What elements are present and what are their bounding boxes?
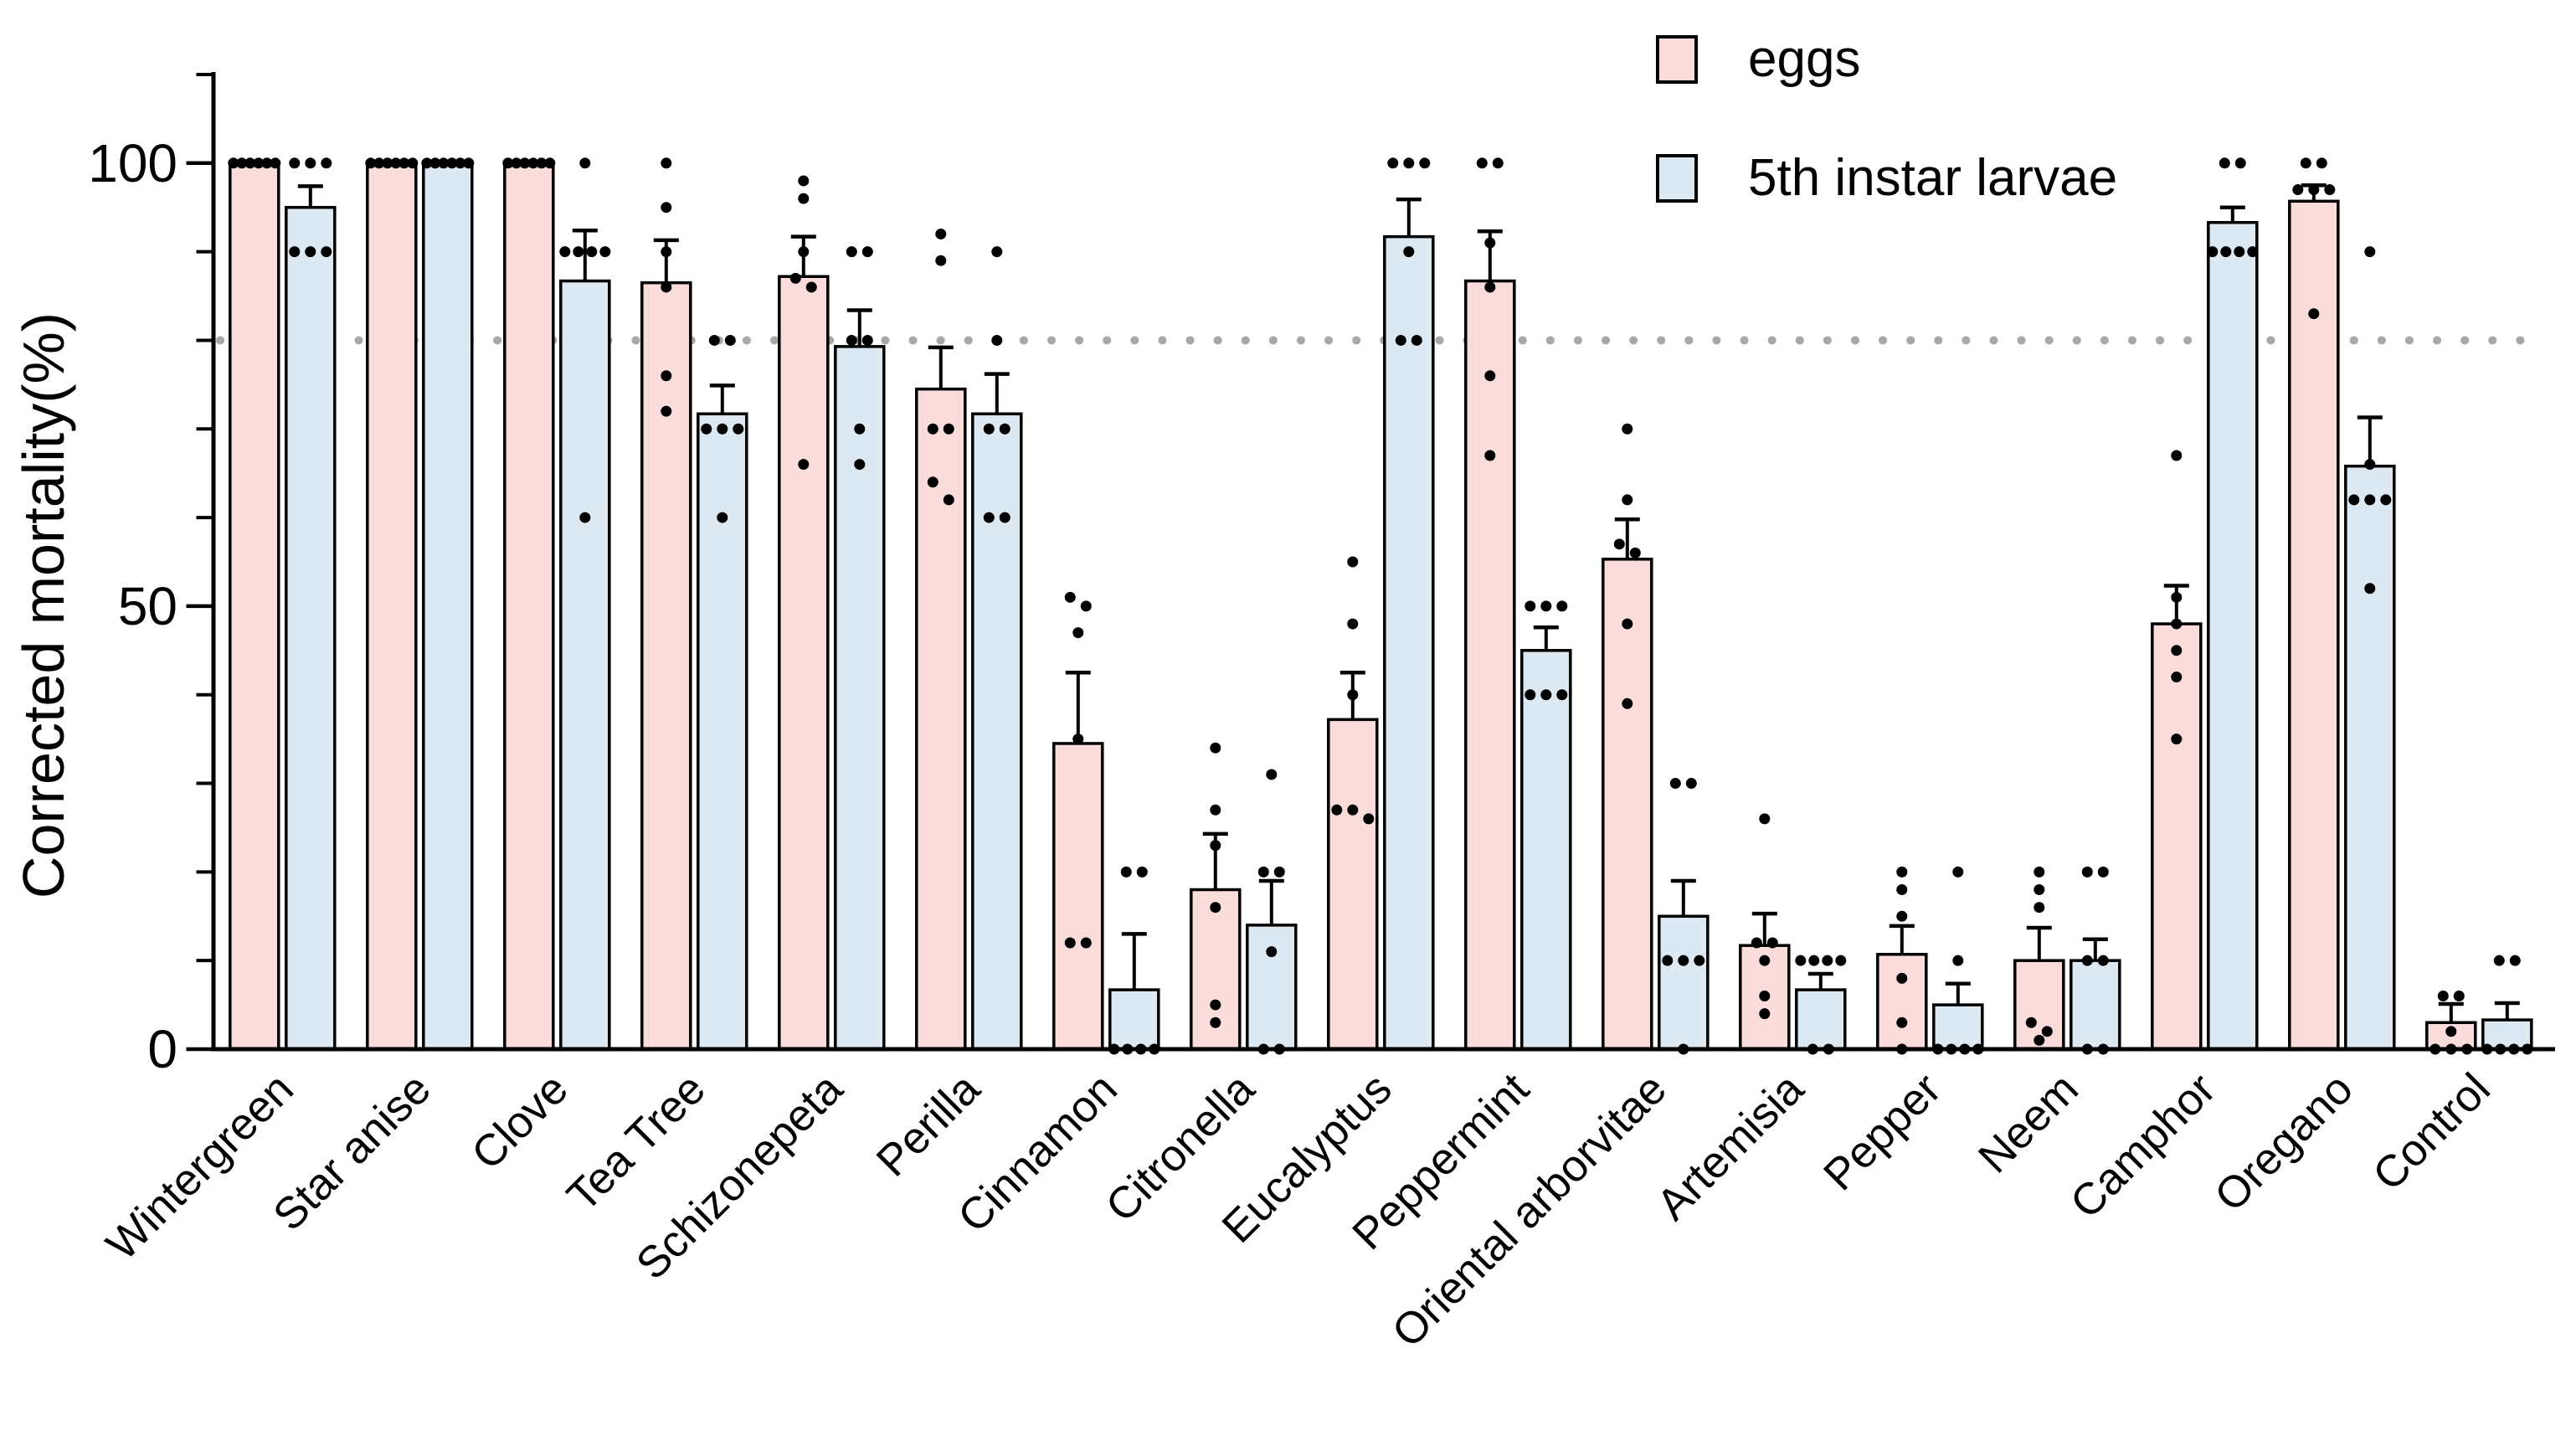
legend-item-eggs: eggs xyxy=(1656,30,2117,88)
bar-5th-instar-larvae-control xyxy=(2481,1001,2533,1051)
bar-eggs-peppermint xyxy=(1464,229,1516,1051)
y-tick-label-0: 0 xyxy=(147,1019,177,1079)
bar-eggs-eucalyptus xyxy=(1327,671,1379,1051)
bar-5th-instar-larvae-star-anise xyxy=(422,162,474,1051)
points-5th-instar-larvae-cinnamon xyxy=(1108,866,1160,1055)
x-tick-label-clove: Clove xyxy=(462,1064,578,1180)
legend-label-larvae: 5th instar larvae xyxy=(1748,149,2118,207)
bar-5th-instar-larvae-cinnamon xyxy=(1108,932,1160,1051)
x-tick-label-neem: Neem xyxy=(1969,1064,2088,1183)
points-5th-instar-larvae-tea-tree xyxy=(701,334,744,523)
bar-5th-instar-larvae-wintergreen xyxy=(285,184,337,1051)
bar-eggs-tea-tree xyxy=(640,238,692,1051)
bar-5th-instar-larvae-perilla xyxy=(971,372,1023,1051)
points-5th-instar-larvae-pepper xyxy=(1932,866,1984,1055)
larvae-swatch-icon xyxy=(1656,154,1698,203)
x-tick-label-oregano: Oregano xyxy=(2205,1064,2363,1222)
points-eggs-eucalyptus xyxy=(1331,556,1375,825)
bar-eggs-citronella xyxy=(1190,831,1242,1051)
bar-5th-instar-larvae-neem xyxy=(2070,937,2121,1051)
bar-eggs-camphor xyxy=(2151,584,2203,1051)
points-5th-instar-larvae-schizonepeta xyxy=(846,246,873,471)
legend: eggs 5th instar larvae xyxy=(1656,30,2118,207)
bar-eggs-perilla xyxy=(915,345,967,1051)
points-eggs-citronella xyxy=(1210,742,1221,1028)
bar-5th-instar-larvae-citronella xyxy=(1246,878,1298,1051)
bar-5th-instar-larvae-schizonepeta xyxy=(834,308,886,1051)
points-5th-instar-larvae-oregano xyxy=(2348,246,2392,594)
x-tick-label-wintergreen: Wintergreen xyxy=(97,1064,303,1270)
bar-eggs-artemisia xyxy=(1739,911,1791,1051)
bar-eggs-oriental-arborvitae xyxy=(1602,517,1653,1051)
points-5th-instar-larvae-clove xyxy=(559,157,611,523)
x-tick-label-control: Control xyxy=(2363,1064,2500,1201)
bar-5th-instar-larvae-peppermint xyxy=(1520,625,1572,1051)
points-eggs-camphor xyxy=(2171,450,2183,745)
y-tick-label-100: 100 xyxy=(88,133,177,193)
points-5th-instar-larvae-perilla xyxy=(983,246,1010,523)
points-5th-instar-larvae-eucalyptus xyxy=(1387,157,1431,346)
bar-5th-instar-larvae-clove xyxy=(559,228,611,1051)
points-5th-instar-larvae-peppermint xyxy=(1525,600,1568,701)
y-tick-label-50: 50 xyxy=(118,576,177,636)
bar-5th-instar-larvae-pepper xyxy=(1932,981,1984,1051)
points-eggs-cinnamon xyxy=(1064,591,1092,949)
points-eggs-oriental-arborvitae xyxy=(1613,423,1641,709)
bar-5th-instar-larvae-artemisia xyxy=(1795,971,1847,1051)
points-5th-instar-larvae-star-anise xyxy=(421,157,475,169)
points-5th-instar-larvae-wintergreen xyxy=(289,157,332,258)
points-5th-instar-larvae-camphor xyxy=(2207,157,2259,258)
points-eggs-clove xyxy=(502,157,556,169)
points-eggs-wintergreen xyxy=(228,157,281,169)
bar-5th-instar-larvae-oriental-arborvitae xyxy=(1658,878,1710,1051)
bar-5th-instar-larvae-tea-tree xyxy=(697,383,748,1051)
points-5th-instar-larvae-artemisia xyxy=(1795,955,1847,1055)
x-tick-label-pepper: Pepper xyxy=(1814,1064,1951,1201)
bar-eggs-neem xyxy=(2013,925,2065,1051)
points-5th-instar-larvae-citronella xyxy=(1257,769,1285,1055)
eggs-swatch-icon xyxy=(1656,35,1698,84)
x-tick-label-camphor: Camphor xyxy=(2061,1064,2225,1228)
bar-eggs-schizonepeta xyxy=(778,234,830,1051)
y-axis-title: Corrected mortality(%) xyxy=(11,311,76,899)
bar-5th-instar-larvae-eucalyptus xyxy=(1383,197,1435,1051)
bar-eggs-clove xyxy=(503,162,555,1051)
legend-label-eggs: eggs xyxy=(1748,30,1861,88)
points-5th-instar-larvae-oriental-arborvitae xyxy=(1662,778,1705,1055)
points-5th-instar-larvae-neem xyxy=(2081,866,2109,1055)
points-eggs-neem xyxy=(2025,866,2053,1046)
points-eggs-peppermint xyxy=(1476,157,1504,461)
points-eggs-control xyxy=(2429,991,2473,1055)
points-eggs-perilla xyxy=(927,228,954,506)
bar-eggs-cinnamon xyxy=(1052,671,1104,1051)
bar-eggs-pepper xyxy=(1876,924,1928,1051)
points-eggs-oregano xyxy=(2292,157,2336,320)
points-eggs-pepper xyxy=(1896,866,1908,1055)
bar-5th-instar-larvae-oregano xyxy=(2344,415,2396,1051)
points-eggs-tea-tree xyxy=(661,157,672,417)
bar-5th-instar-larvae-camphor xyxy=(2207,205,2259,1051)
axes: 0 50 100 xyxy=(88,72,2555,1079)
bar-eggs-wintergreen xyxy=(229,162,280,1051)
points-5th-instar-larvae-control xyxy=(2481,955,2533,1055)
points-eggs-artemisia xyxy=(1751,813,1778,1020)
points-eggs-schizonepeta xyxy=(789,175,817,471)
x-tick-label-artemisia: Artemisia xyxy=(1648,1063,1813,1229)
legend-item-larvae: 5th instar larvae xyxy=(1656,149,2118,207)
x-tick-label-perilla: Perilla xyxy=(867,1063,990,1186)
points-eggs-star-anise xyxy=(365,157,419,169)
bar-eggs-star-anise xyxy=(366,162,418,1051)
